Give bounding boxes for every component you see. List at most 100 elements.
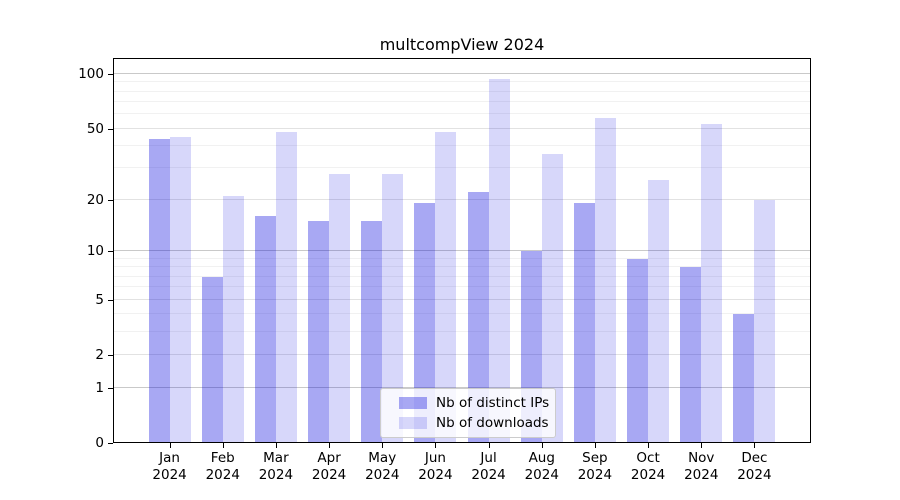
bar-downloads-oct xyxy=(648,179,670,443)
x-label-month: Dec xyxy=(741,450,768,466)
legend-item-downloads: Nb of downloads xyxy=(399,414,549,432)
x-label-year: 2024 xyxy=(258,467,294,483)
x-tick-mark-may xyxy=(382,443,384,448)
x-tick-label-dec: Dec 2024 xyxy=(722,450,786,484)
bar-downloads-apr xyxy=(329,173,351,443)
y-tick-mark-10 xyxy=(108,251,113,253)
y-tick-label-0: 0 xyxy=(95,435,104,451)
bar-distinct-ips-oct xyxy=(627,258,649,443)
bar-downloads-dec xyxy=(754,199,776,443)
x-tick-mark-apr xyxy=(329,443,331,448)
x-label-month: May xyxy=(368,450,397,466)
x-tick-mark-nov xyxy=(701,443,703,448)
x-label-year: 2024 xyxy=(365,467,400,483)
y-tick-mark-100 xyxy=(108,74,113,75)
bar-downloads-nov xyxy=(701,124,723,443)
gridline-2 xyxy=(113,354,811,356)
bar-distinct-ips-feb xyxy=(201,276,223,443)
x-label-month: Aug xyxy=(528,450,555,466)
bar-distinct-ips-sep xyxy=(573,203,595,443)
x-tick-mark-mar xyxy=(275,443,277,448)
bar-distinct-ips-jul xyxy=(467,192,489,443)
x-tick-label-feb: Feb 2024 xyxy=(191,450,255,484)
bar-distinct-ips-nov xyxy=(680,267,702,443)
y-tick-label-50: 50 xyxy=(86,120,104,137)
x-label-year: 2024 xyxy=(311,467,347,483)
legend-label-distinct-ips: Nb of distinct IPs xyxy=(436,395,550,411)
y-tick-label-100: 100 xyxy=(78,66,104,82)
gridline-minor-4 xyxy=(113,313,811,315)
x-tick-mark-dec xyxy=(754,443,756,448)
gridline-10 xyxy=(113,250,811,252)
x-label-year: 2024 xyxy=(630,467,666,483)
x-label-year: 2024 xyxy=(471,467,506,483)
y-tick-mark-1 xyxy=(108,387,113,389)
x-tick-mark-aug xyxy=(541,443,543,448)
gridline-50 xyxy=(113,127,811,129)
x-tick-label-mar: Mar 2024 xyxy=(244,450,308,484)
gridline-20 xyxy=(113,198,811,200)
x-label-month: Jul xyxy=(480,450,497,466)
legend-label-downloads: Nb of downloads xyxy=(436,415,549,431)
y-tick-label-2: 2 xyxy=(95,347,104,364)
gridline-minor-6 xyxy=(113,286,811,288)
x-label-year: 2024 xyxy=(737,467,772,483)
x-tick-mark-jun xyxy=(435,443,437,448)
x-label-month: Sep xyxy=(582,450,608,466)
bar-distinct-ips-apr xyxy=(308,221,330,443)
x-label-year: 2024 xyxy=(524,467,559,483)
y-tick-mark-50 xyxy=(108,128,113,130)
y-tick-label-10: 10 xyxy=(86,243,104,260)
gridline-1 xyxy=(113,386,811,388)
gridline-minor-90 xyxy=(113,81,811,83)
y-tick-mark-2 xyxy=(108,355,113,357)
x-label-year: 2024 xyxy=(684,467,719,483)
x-label-month: Oct xyxy=(636,450,660,466)
x-label-month: Nov xyxy=(688,450,715,466)
bar-downloads-jul xyxy=(488,78,510,443)
x-tick-mark-oct xyxy=(648,443,650,448)
legend: Nb of distinct IPs Nb of downloads xyxy=(380,388,556,438)
legend-swatch-distinct-ips xyxy=(399,397,427,409)
gridline-minor-70 xyxy=(113,101,811,103)
gridline-minor-9 xyxy=(113,257,811,259)
y-tick-mark-5 xyxy=(108,299,113,301)
x-label-year: 2024 xyxy=(152,467,187,483)
bar-distinct-ips-may xyxy=(361,221,383,443)
chart-title: multcompView 2024 xyxy=(379,35,545,54)
y-tick-label-5: 5 xyxy=(95,291,104,308)
bar-downloads-may xyxy=(382,173,404,443)
gridline-minor-7 xyxy=(113,275,811,277)
bar-downloads-sep xyxy=(594,118,616,443)
x-label-year: 2024 xyxy=(577,467,613,483)
bar-downloads-jun xyxy=(435,131,457,443)
x-label-month: Apr xyxy=(317,450,341,466)
bar-downloads-jan xyxy=(169,136,191,443)
x-tick-mark-sep xyxy=(594,443,596,448)
bar-downloads-aug xyxy=(541,154,563,443)
x-tick-label-oct: Oct 2024 xyxy=(616,450,680,484)
bar-downloads-mar xyxy=(275,131,297,443)
x-tick-label-jul: Jul 2024 xyxy=(457,450,521,484)
x-label-month: Jun xyxy=(424,450,446,466)
x-tick-label-aug: Aug 2024 xyxy=(510,450,574,484)
y-tick-mark-20 xyxy=(108,199,113,201)
gridline-minor-60 xyxy=(113,113,811,115)
x-label-month: Feb xyxy=(210,450,235,466)
bar-downloads-feb xyxy=(222,195,244,443)
x-label-month: Mar xyxy=(263,450,289,466)
bar-distinct-ips-dec xyxy=(733,314,755,443)
legend-swatch-downloads xyxy=(399,417,427,429)
x-tick-label-jun: Jun 2024 xyxy=(403,450,467,484)
gridline-minor-30 xyxy=(113,167,811,169)
x-tick-label-nov: Nov 2024 xyxy=(669,450,733,484)
x-label-year: 2024 xyxy=(205,467,240,483)
x-tick-label-apr: Apr 2024 xyxy=(297,450,361,484)
bar-distinct-ips-jun xyxy=(414,203,436,443)
gridline-5 xyxy=(113,298,811,300)
x-tick-label-may: May 2024 xyxy=(350,450,414,484)
y-tick-label-20: 20 xyxy=(86,191,104,208)
x-label-year: 2024 xyxy=(418,467,453,483)
y-tick-label-1: 1 xyxy=(95,379,104,396)
